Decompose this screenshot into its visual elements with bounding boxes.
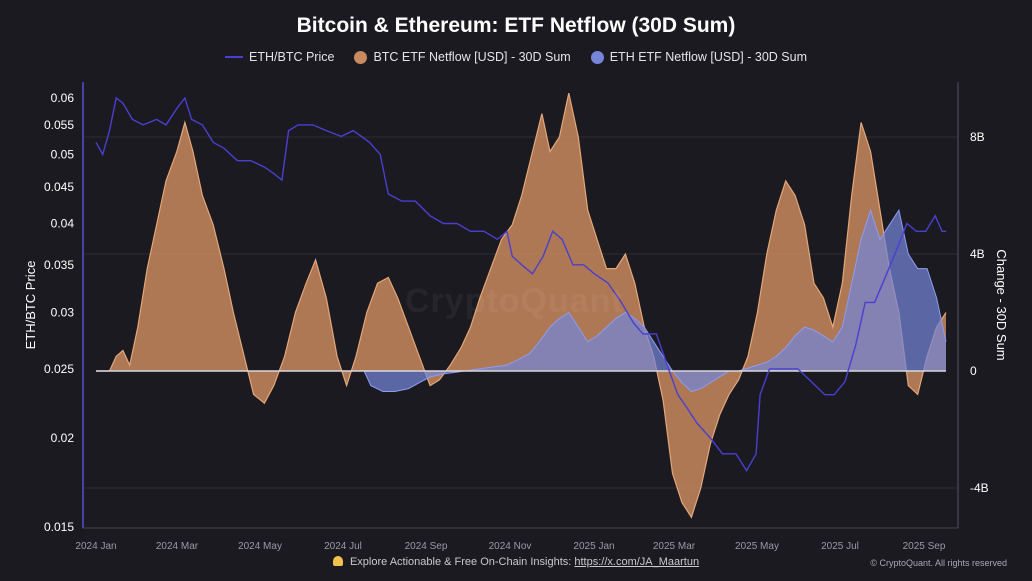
y-left-tick-label: 0.05 (51, 147, 75, 161)
legend-swatch-eth-btc (225, 56, 244, 58)
legend: ETH/BTC Price BTC ETF Netflow [USD] - 30… (0, 50, 1032, 64)
chart-title: Bitcoin & Ethereum: ETF Netflow (30D Sum… (296, 14, 736, 37)
y-left-tick-label: 0.055 (44, 118, 74, 132)
axes: 0.06 0.055 0.05 0.045 0.04 0.035 0.03 0.025 0.02… (23, 82, 1009, 552)
y-left-tick-label: 0.045 (44, 180, 74, 194)
legend-label-eth: ETH ETF Netflow [USD] - 30D Sum (609, 50, 807, 64)
x-tick-label: 2024 Sep (405, 541, 448, 552)
y-left-tick-label: 0.03 (51, 306, 75, 320)
legend-item-eth[interactable]: ETH ETF Netflow [USD] - 30D Sum (590, 50, 807, 64)
footer: Explore Actionable & Free On-Chain Insig… (0, 556, 1032, 568)
x-tick-label: 2024 Nov (489, 541, 532, 552)
eth-netflow-series (96, 208, 947, 393)
legend-item-btc[interactable]: BTC ETF Netflow [USD] - 30D Sum (354, 50, 571, 64)
y-left-axis-label: ETH/BTC Price (23, 261, 38, 350)
footer-link[interactable]: https://x.com/JA_Maartun (574, 556, 700, 568)
y-right-tick-label: 4B (970, 247, 985, 261)
btc-line (96, 92, 947, 519)
x-tick-label: 2025 Sep (903, 541, 946, 552)
x-tick-label: 2024 May (238, 541, 282, 552)
x-tick-label: 2024 Jul (324, 541, 362, 552)
x-tick-label: 2024 Mar (156, 541, 199, 552)
y-right-tick-label: 8B (970, 130, 985, 144)
x-tick-label: 2025 May (735, 541, 779, 552)
y-left-tick-label: 0.04 (51, 216, 75, 230)
btc-area (96, 93, 946, 518)
x-tick-label: 2024 Jan (75, 541, 116, 552)
legend-swatch-btc (354, 50, 368, 64)
footer-text: Explore Actionable & Free On-Chain Insig… (349, 556, 572, 568)
legend-label-btc: BTC ETF Netflow [USD] - 30D Sum (373, 50, 571, 64)
legend-swatch-eth (590, 50, 604, 64)
y-left-tick-label: 0.015 (44, 520, 74, 534)
legend-item-eth-btc[interactable]: ETH/BTC Price (225, 50, 334, 64)
copyright-credit: © CryptoQuant. All rights reserved (870, 558, 1007, 568)
legend-label-eth-btc: ETH/BTC Price (249, 50, 335, 64)
x-tick-label: 2025 Mar (653, 541, 696, 552)
x-tick-label: 2025 Jan (573, 541, 614, 552)
bell-icon (332, 556, 343, 566)
y-right-axis-label: Change - 30D Sum (994, 249, 1009, 360)
eth-btc-price-series (95, 96, 946, 472)
y-left-tick-label: 0.02 (51, 431, 75, 445)
watermark: CryptoQuant (405, 282, 624, 320)
btc-netflow-series (96, 92, 947, 519)
y-left-tick-label: 0.06 (51, 91, 75, 105)
y-left-tick-label: 0.035 (44, 258, 74, 272)
eth-btc-line (95, 96, 946, 472)
y-left-tick-label: 0.025 (44, 362, 74, 376)
y-right-tick-label: 0 (970, 364, 977, 378)
eth-line (96, 208, 947, 393)
x-tick-label: 2025 Jul (821, 541, 859, 552)
y-right-tick-label: -4B (970, 481, 989, 495)
